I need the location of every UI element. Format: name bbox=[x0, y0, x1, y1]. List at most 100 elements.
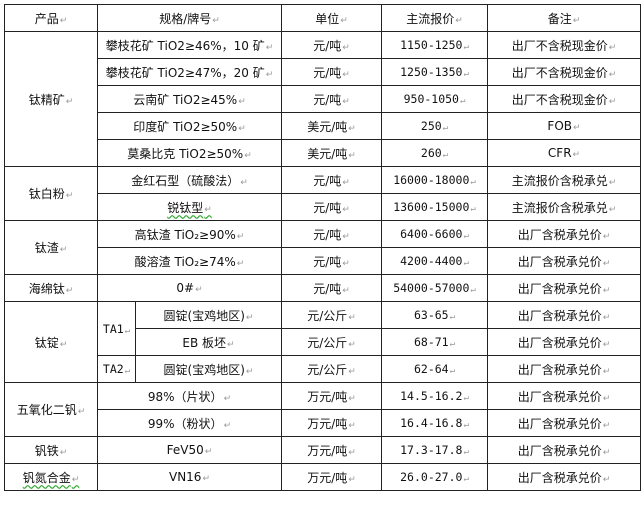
note-cell: 主流报价含税承兑 bbox=[487, 166, 641, 194]
unit-cell-text: 万元/吨 bbox=[307, 444, 356, 458]
price-cell: 1150-1250 bbox=[381, 31, 488, 59]
price-cell: 260 bbox=[381, 139, 488, 167]
price-cell-text: 14.5-16.2 bbox=[400, 389, 469, 403]
unit-cell: 万元/吨 bbox=[281, 382, 382, 410]
spec-cell: 攀枝花矿 TiO2≥47%，20 矿 bbox=[97, 58, 282, 86]
note-cell-text: 出厂含税承兑价 bbox=[518, 444, 611, 458]
unit-cell: 元/公斤 bbox=[281, 301, 382, 329]
product-cell-text: 钛白粉 bbox=[29, 187, 74, 201]
unit-cell: 元/吨 bbox=[281, 220, 382, 248]
table-row: 莫桑比克 TiO2≥50% 美元/吨 260 CFR bbox=[5, 139, 641, 167]
spec-cell: FeV50 bbox=[97, 436, 282, 464]
table-row: 钛锭 TA1 圆锭(宝鸡地区) 元/公斤 63-65 出厂含税承兑价 bbox=[4, 301, 641, 383]
price-cell-text: 54000-57000 bbox=[393, 281, 476, 295]
product-cell-text: 钒氮合金 bbox=[23, 471, 80, 485]
table-row: EB 板坯 元/公斤 68-71 出厂含税承兑价 bbox=[5, 328, 641, 356]
product-cell-text: 海绵钛 bbox=[29, 282, 74, 296]
unit-cell-text: 万元/吨 bbox=[307, 471, 356, 485]
price-cell-text: 6400-6600 bbox=[400, 227, 469, 241]
price-cell: 1250-1350 bbox=[381, 58, 488, 86]
note-cell: 出厂不含税现金价 bbox=[487, 58, 641, 86]
table-row: 锐钛型 元/吨 13600-15000 主流报价含税承兑 bbox=[5, 193, 641, 221]
spec-cell-text: 云南矿 TiO2≥45% bbox=[133, 93, 245, 107]
spec-cell: 锐钛型 bbox=[97, 193, 282, 221]
spec-cell-text: 高钛渣 TiO₂≥90% bbox=[135, 228, 245, 242]
note-cell-text: 出厂不含税现金价 bbox=[512, 39, 617, 53]
table-row: 攀枝花矿 TiO2≥47%，20 矿 元/吨 1250-1350 出厂不含税现金价 bbox=[5, 58, 641, 86]
note-cell: 出厂含税承兑价 bbox=[487, 274, 641, 302]
unit-cell-text: 元/公斤 bbox=[307, 336, 356, 350]
unit-cell-text: 元/吨 bbox=[313, 174, 350, 188]
unit-cell: 元/吨 bbox=[281, 85, 382, 113]
product-cell: 五氧化二钒 bbox=[4, 382, 98, 437]
spec-cell: 98%（片状） bbox=[97, 382, 282, 410]
product-cell: 钛渣 bbox=[4, 220, 98, 275]
note-cell: 出厂含税承兑价 bbox=[487, 220, 641, 248]
table-row: 云南矿 TiO2≥45% 元/吨 950-1050 出厂不含税现金价 bbox=[5, 85, 641, 113]
table-row: 印度矿 TiO2≥50% 美元/吨 250 FOB bbox=[5, 112, 641, 140]
spec-cell: 0# bbox=[97, 274, 282, 302]
product-cell: 钒氮合金 bbox=[4, 463, 98, 491]
spec-cell-text: 金红石型（硫酸法） bbox=[131, 174, 248, 188]
table-row: 99%（粉状） 万元/吨 16.4-16.8 出厂含税承兑价 bbox=[5, 409, 641, 437]
note-cell: 出厂含税承兑价 bbox=[487, 382, 641, 410]
spec-cell: 酸溶渣 TiO₂≥74% bbox=[97, 247, 282, 275]
note-cell: 出厂含税承兑价 bbox=[487, 355, 641, 383]
note-cell: FOB bbox=[487, 112, 641, 140]
price-cell-text: 260 bbox=[421, 146, 448, 160]
price-cell-text: 16.4-16.8 bbox=[400, 416, 469, 430]
unit-cell-text: 元/吨 bbox=[313, 282, 350, 296]
table-row: TA2 圆锭(宝鸡地区) 元/公斤 62-64 出厂含税承兑价 bbox=[5, 355, 641, 383]
note-cell-text: 出厂含税承兑价 bbox=[518, 363, 611, 377]
note-cell: 主流报价含税承兑 bbox=[487, 193, 641, 221]
price-cell: 6400-6600 bbox=[381, 220, 488, 248]
header-unit: 单位 bbox=[281, 4, 382, 32]
product-cell-text: 钒铁 bbox=[35, 444, 68, 458]
spec-cell-text: 印度矿 TiO2≥50% bbox=[133, 120, 245, 134]
product-cell-text: 五氧化二钒 bbox=[17, 403, 86, 417]
note-cell-text: 出厂含税承兑价 bbox=[518, 228, 611, 242]
product-cell-text: 钛精矿 bbox=[29, 93, 74, 107]
price-cell: 13600-15000 bbox=[381, 193, 488, 221]
unit-cell-text: 元/吨 bbox=[313, 201, 350, 215]
product-cell: 钒铁 bbox=[4, 436, 98, 464]
spec-cell-text: 99%（粉状） bbox=[148, 417, 231, 431]
price-cell: 63-65 bbox=[381, 301, 488, 329]
unit-cell-text: 万元/吨 bbox=[307, 417, 356, 431]
note-cell: 出厂含税承兑价 bbox=[487, 247, 641, 275]
header-note: 备注 bbox=[487, 4, 641, 32]
price-cell: 17.3-17.8 bbox=[381, 436, 488, 464]
unit-cell-text: 美元/吨 bbox=[307, 120, 356, 134]
unit-cell-text: 元/吨 bbox=[313, 66, 350, 80]
price-cell-text: 1150-1250 bbox=[400, 38, 469, 52]
price-cell-text: 13600-15000 bbox=[393, 200, 476, 214]
unit-cell: 元/吨 bbox=[281, 31, 382, 59]
spec-cell-text: 锐钛型 bbox=[167, 201, 212, 215]
unit-cell-text: 元/吨 bbox=[313, 255, 350, 269]
price-table: 产品 规格/牌号 单位 主流报价 备注 钛精矿 攀枝花矿 TiO2≥46%，10 … bbox=[4, 4, 641, 491]
table-row: 五氧化二钒 98%（片状） 万元/吨 14.5-16.2 出厂含税承兑价 bbox=[4, 382, 641, 437]
header-product: 产品 bbox=[4, 4, 98, 32]
price-cell-text: 4200-4400 bbox=[400, 254, 469, 268]
spec-cell-text: 攀枝花矿 TiO2≥47%，20 矿 bbox=[106, 66, 274, 80]
price-cell: 14.5-16.2 bbox=[381, 382, 488, 410]
spec-cell: 莫桑比克 TiO2≥50% bbox=[97, 139, 282, 167]
note-cell: 出厂含税承兑价 bbox=[487, 463, 641, 491]
price-cell-text: 16000-18000 bbox=[393, 173, 476, 187]
spec-cell: 高钛渣 TiO₂≥90% bbox=[97, 220, 282, 248]
note-cell-text: 主流报价含税承兑 bbox=[512, 174, 617, 188]
spec-cell-text: 莫桑比克 TiO2≥50% bbox=[127, 147, 251, 161]
note-cell: CFR bbox=[487, 139, 641, 167]
unit-cell: 万元/吨 bbox=[281, 436, 382, 464]
product-cell: 钛精矿 bbox=[4, 31, 98, 167]
spec-cell: VN16 bbox=[97, 463, 282, 491]
note-cell-text: 出厂不含税现金价 bbox=[512, 93, 617, 107]
note-cell-text: 出厂含税承兑价 bbox=[518, 417, 611, 431]
price-cell: 62-64 bbox=[381, 355, 488, 383]
grade-cell: TA2 bbox=[97, 355, 136, 383]
spec-cell: EB 板坯 bbox=[135, 328, 282, 356]
table-row: 海绵钛 0# 元/吨 54000-57000 出厂含税承兑价 bbox=[4, 274, 641, 302]
price-cell: 68-71 bbox=[381, 328, 488, 356]
spec-cell-text: 98%（片状） bbox=[148, 390, 231, 404]
note-cell-text: 主流报价含税承兑 bbox=[512, 201, 617, 215]
